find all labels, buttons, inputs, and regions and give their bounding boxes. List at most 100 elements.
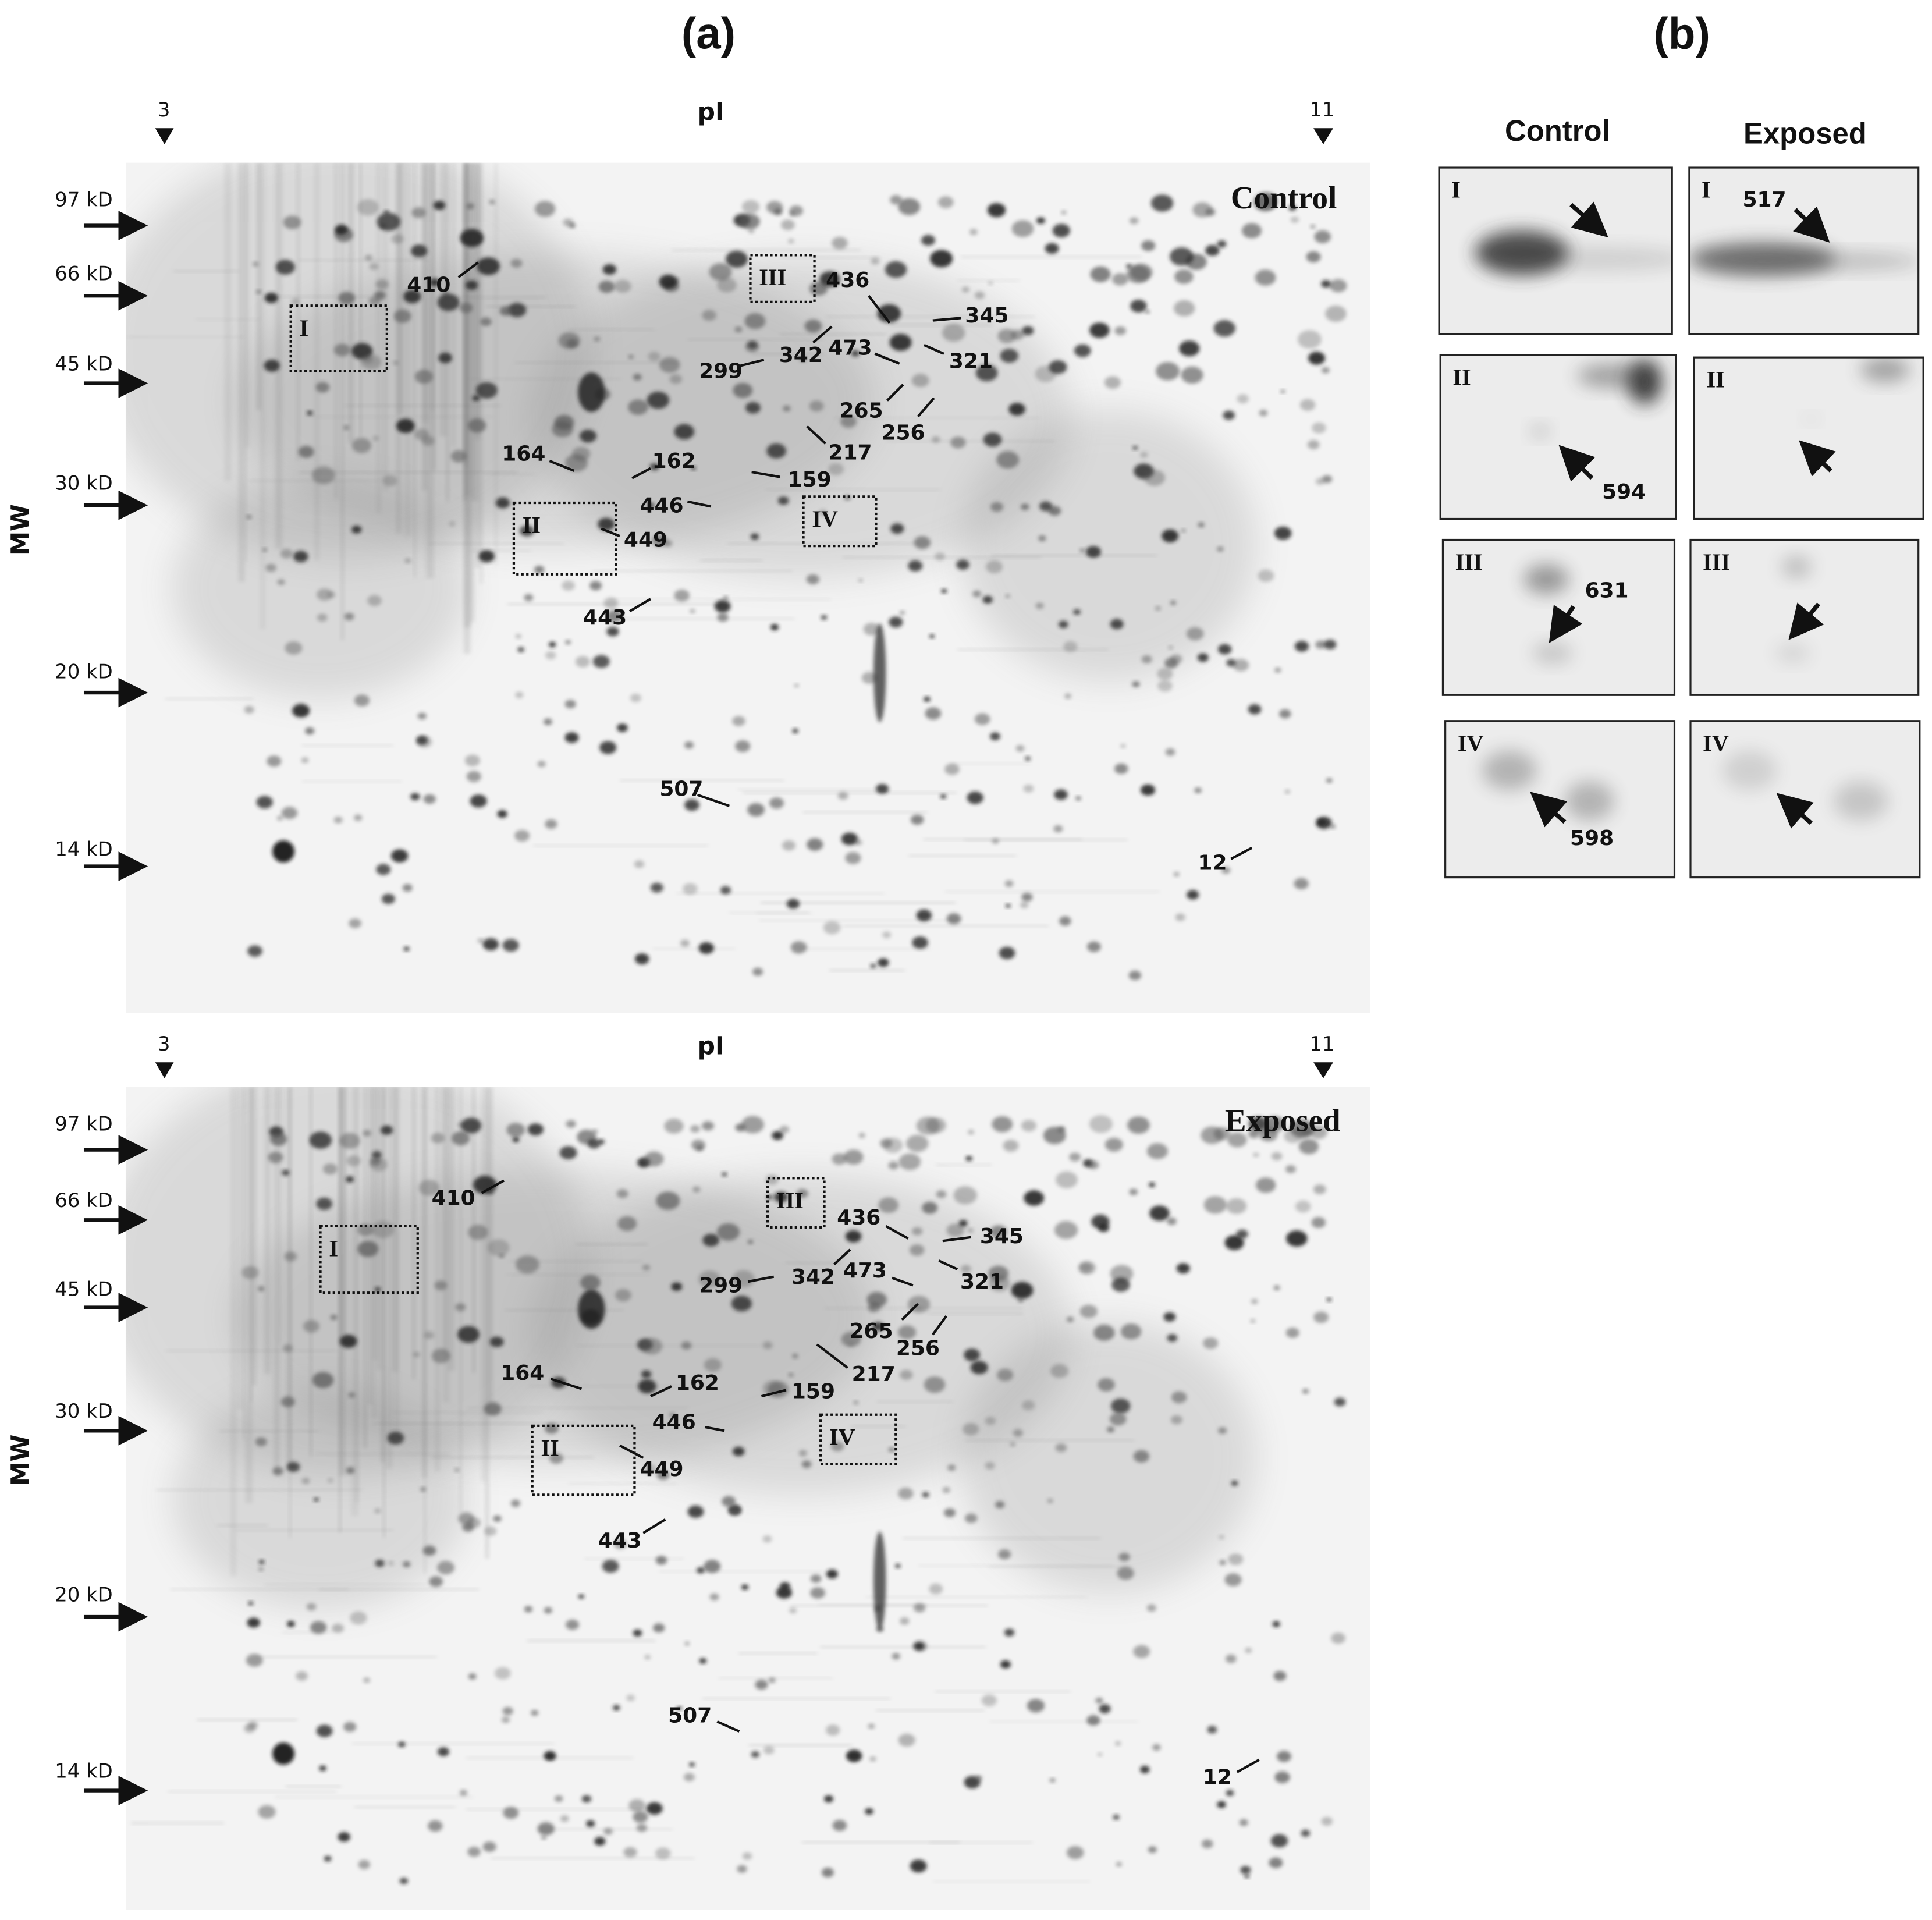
gel-streak xyxy=(230,1087,237,1577)
zoom-image xyxy=(1689,168,1919,334)
gel-streak xyxy=(876,1709,985,1712)
protein-spot xyxy=(484,1402,502,1416)
protein-spot xyxy=(506,1123,525,1137)
protein-spot xyxy=(878,958,889,967)
protein-spot xyxy=(1107,1426,1115,1433)
protein-spot xyxy=(1205,208,1216,216)
protein-spot xyxy=(1164,658,1178,669)
gel-streak xyxy=(341,1087,347,1339)
protein-spot xyxy=(1239,1819,1248,1826)
protein-spot xyxy=(1010,1442,1015,1446)
protein-spot xyxy=(562,580,575,591)
protein-spot xyxy=(344,612,354,621)
protein-spot xyxy=(992,1116,1013,1133)
protein-spot xyxy=(878,1197,899,1213)
gel-streak xyxy=(569,328,655,331)
protein-spot xyxy=(1143,469,1166,486)
protein-spot xyxy=(1236,1229,1248,1239)
protein-spot xyxy=(796,1189,808,1198)
protein-spot xyxy=(1152,1744,1161,1751)
protein-spot xyxy=(684,1641,690,1646)
protein-spot xyxy=(1095,1697,1103,1704)
protein-spot xyxy=(921,235,936,246)
protein-spot xyxy=(924,696,931,702)
zoom-image xyxy=(1440,354,1676,519)
protein-spot xyxy=(1251,1298,1258,1304)
protein-spot xyxy=(1140,452,1148,458)
zoom-frame xyxy=(1689,538,1920,696)
gel-streak xyxy=(244,162,248,562)
gel-streak xyxy=(236,1529,393,1532)
protein-spot xyxy=(1315,478,1324,485)
protein-spot xyxy=(374,1287,381,1292)
protein-spot xyxy=(376,864,391,875)
gel-smear xyxy=(961,410,1257,681)
protein-spot xyxy=(537,761,546,768)
spot-label: 436 xyxy=(837,1206,880,1230)
protein-spot xyxy=(1219,1535,1224,1539)
region-box xyxy=(531,1424,636,1496)
protein-spot xyxy=(911,1227,923,1236)
protein-spot xyxy=(788,239,794,244)
gel-streak xyxy=(785,1261,841,1264)
protein-spot xyxy=(964,1513,978,1524)
protein-spot xyxy=(499,306,512,316)
protein-spot xyxy=(305,727,315,735)
protein-spot xyxy=(310,1621,327,1634)
region-label: IV xyxy=(1703,730,1729,756)
gel-streak xyxy=(126,335,245,339)
protein-spot xyxy=(466,771,481,782)
protein-spot xyxy=(599,741,617,754)
protein-spot xyxy=(987,203,1006,218)
mw-marker-label: 97 kD xyxy=(55,1113,113,1135)
protein-spot xyxy=(840,415,857,428)
protein-spot xyxy=(1253,1152,1259,1158)
protein-spot xyxy=(720,886,731,895)
protein-spot xyxy=(916,909,932,922)
protein-spot xyxy=(747,1240,754,1244)
protein-spot xyxy=(1093,1324,1115,1341)
protein-spot xyxy=(644,1655,651,1660)
gel-streak xyxy=(404,162,411,537)
zoom-frame xyxy=(1438,166,1673,335)
protein-spot xyxy=(1280,389,1285,393)
protein-spot xyxy=(283,215,301,229)
protein-spot xyxy=(437,1747,450,1756)
protein-spot xyxy=(285,641,303,655)
protein-spot xyxy=(317,613,328,622)
protein-spot xyxy=(789,211,795,216)
protein-spot xyxy=(363,1677,371,1683)
protein-spot xyxy=(946,913,961,925)
protein-spot xyxy=(947,1464,956,1471)
gel-streak xyxy=(274,1087,280,1474)
protein-spot xyxy=(1248,1116,1268,1131)
protein-spot xyxy=(729,1506,741,1516)
protein-spot xyxy=(544,718,552,725)
protein-spot xyxy=(1097,1752,1103,1756)
protein-spot xyxy=(699,1658,707,1664)
protein-spot xyxy=(659,274,678,289)
spot-arrow xyxy=(1569,201,1608,237)
protein-spot xyxy=(1111,1398,1131,1414)
gel-streak xyxy=(737,788,890,791)
protein-spot xyxy=(911,374,929,388)
protein-spot xyxy=(616,1189,628,1198)
protein-spot xyxy=(755,1680,768,1690)
mw-marker-label: 45 kD xyxy=(55,352,113,375)
protein-spot xyxy=(480,317,492,326)
protein-spot xyxy=(1074,344,1091,357)
protein-spot xyxy=(524,594,534,602)
zoom-frame xyxy=(1439,354,1677,520)
protein-spot xyxy=(681,1341,692,1350)
protein-spot xyxy=(470,794,487,808)
protein-spot xyxy=(1145,310,1150,314)
protein-spot xyxy=(689,1762,695,1767)
protein-spot xyxy=(1298,1138,1319,1155)
protein-spot xyxy=(586,1820,595,1827)
protein-spot xyxy=(925,707,942,720)
protein-spot xyxy=(354,694,370,707)
protein-spot xyxy=(327,591,336,598)
protein-spot xyxy=(1194,787,1202,793)
protein-spot xyxy=(258,1286,265,1291)
